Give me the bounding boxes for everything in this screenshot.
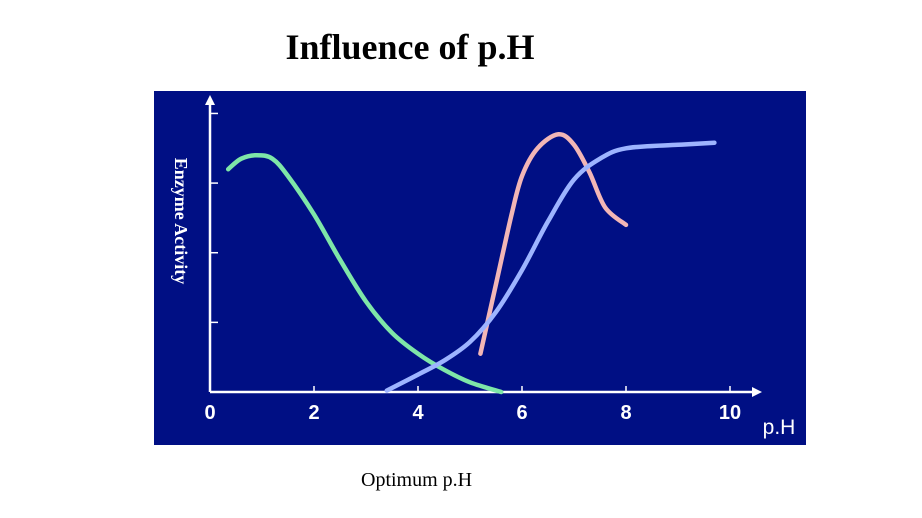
- chart-panel: 0 2 4 6 8 10 Enzyme Activity p.H: [154, 91, 806, 445]
- y-axis-arrow: [205, 95, 215, 105]
- enzyme-activity-chart: 0 2 4 6 8 10 Enzyme Activity p.H: [171, 95, 796, 439]
- caption: Optimum p.H: [361, 469, 473, 491]
- x-tick-label: 8: [620, 402, 631, 424]
- slide-title-text: Influence of p.H: [285, 27, 535, 67]
- series-line-2: [478, 132, 629, 356]
- chart-series: [225, 132, 717, 395]
- slide-title: Influence of p.H: [0, 26, 922, 68]
- chart-ticks: 0 2 4 6 8 10: [204, 112, 741, 424]
- series-line-1: [225, 152, 504, 395]
- y-axis-label: Enzyme Activity: [171, 158, 191, 284]
- series-line-3: [384, 140, 717, 393]
- x-tick-label: 4: [412, 402, 424, 424]
- x-tick-label: 6: [516, 402, 527, 424]
- x-axis-arrow: [752, 387, 762, 397]
- x-axis-label: p.H: [763, 416, 796, 439]
- x-tick-label: 2: [308, 402, 319, 424]
- x-tick-label: 10: [719, 402, 741, 424]
- x-tick-label: 0: [204, 402, 215, 424]
- chart-axes: [205, 95, 762, 397]
